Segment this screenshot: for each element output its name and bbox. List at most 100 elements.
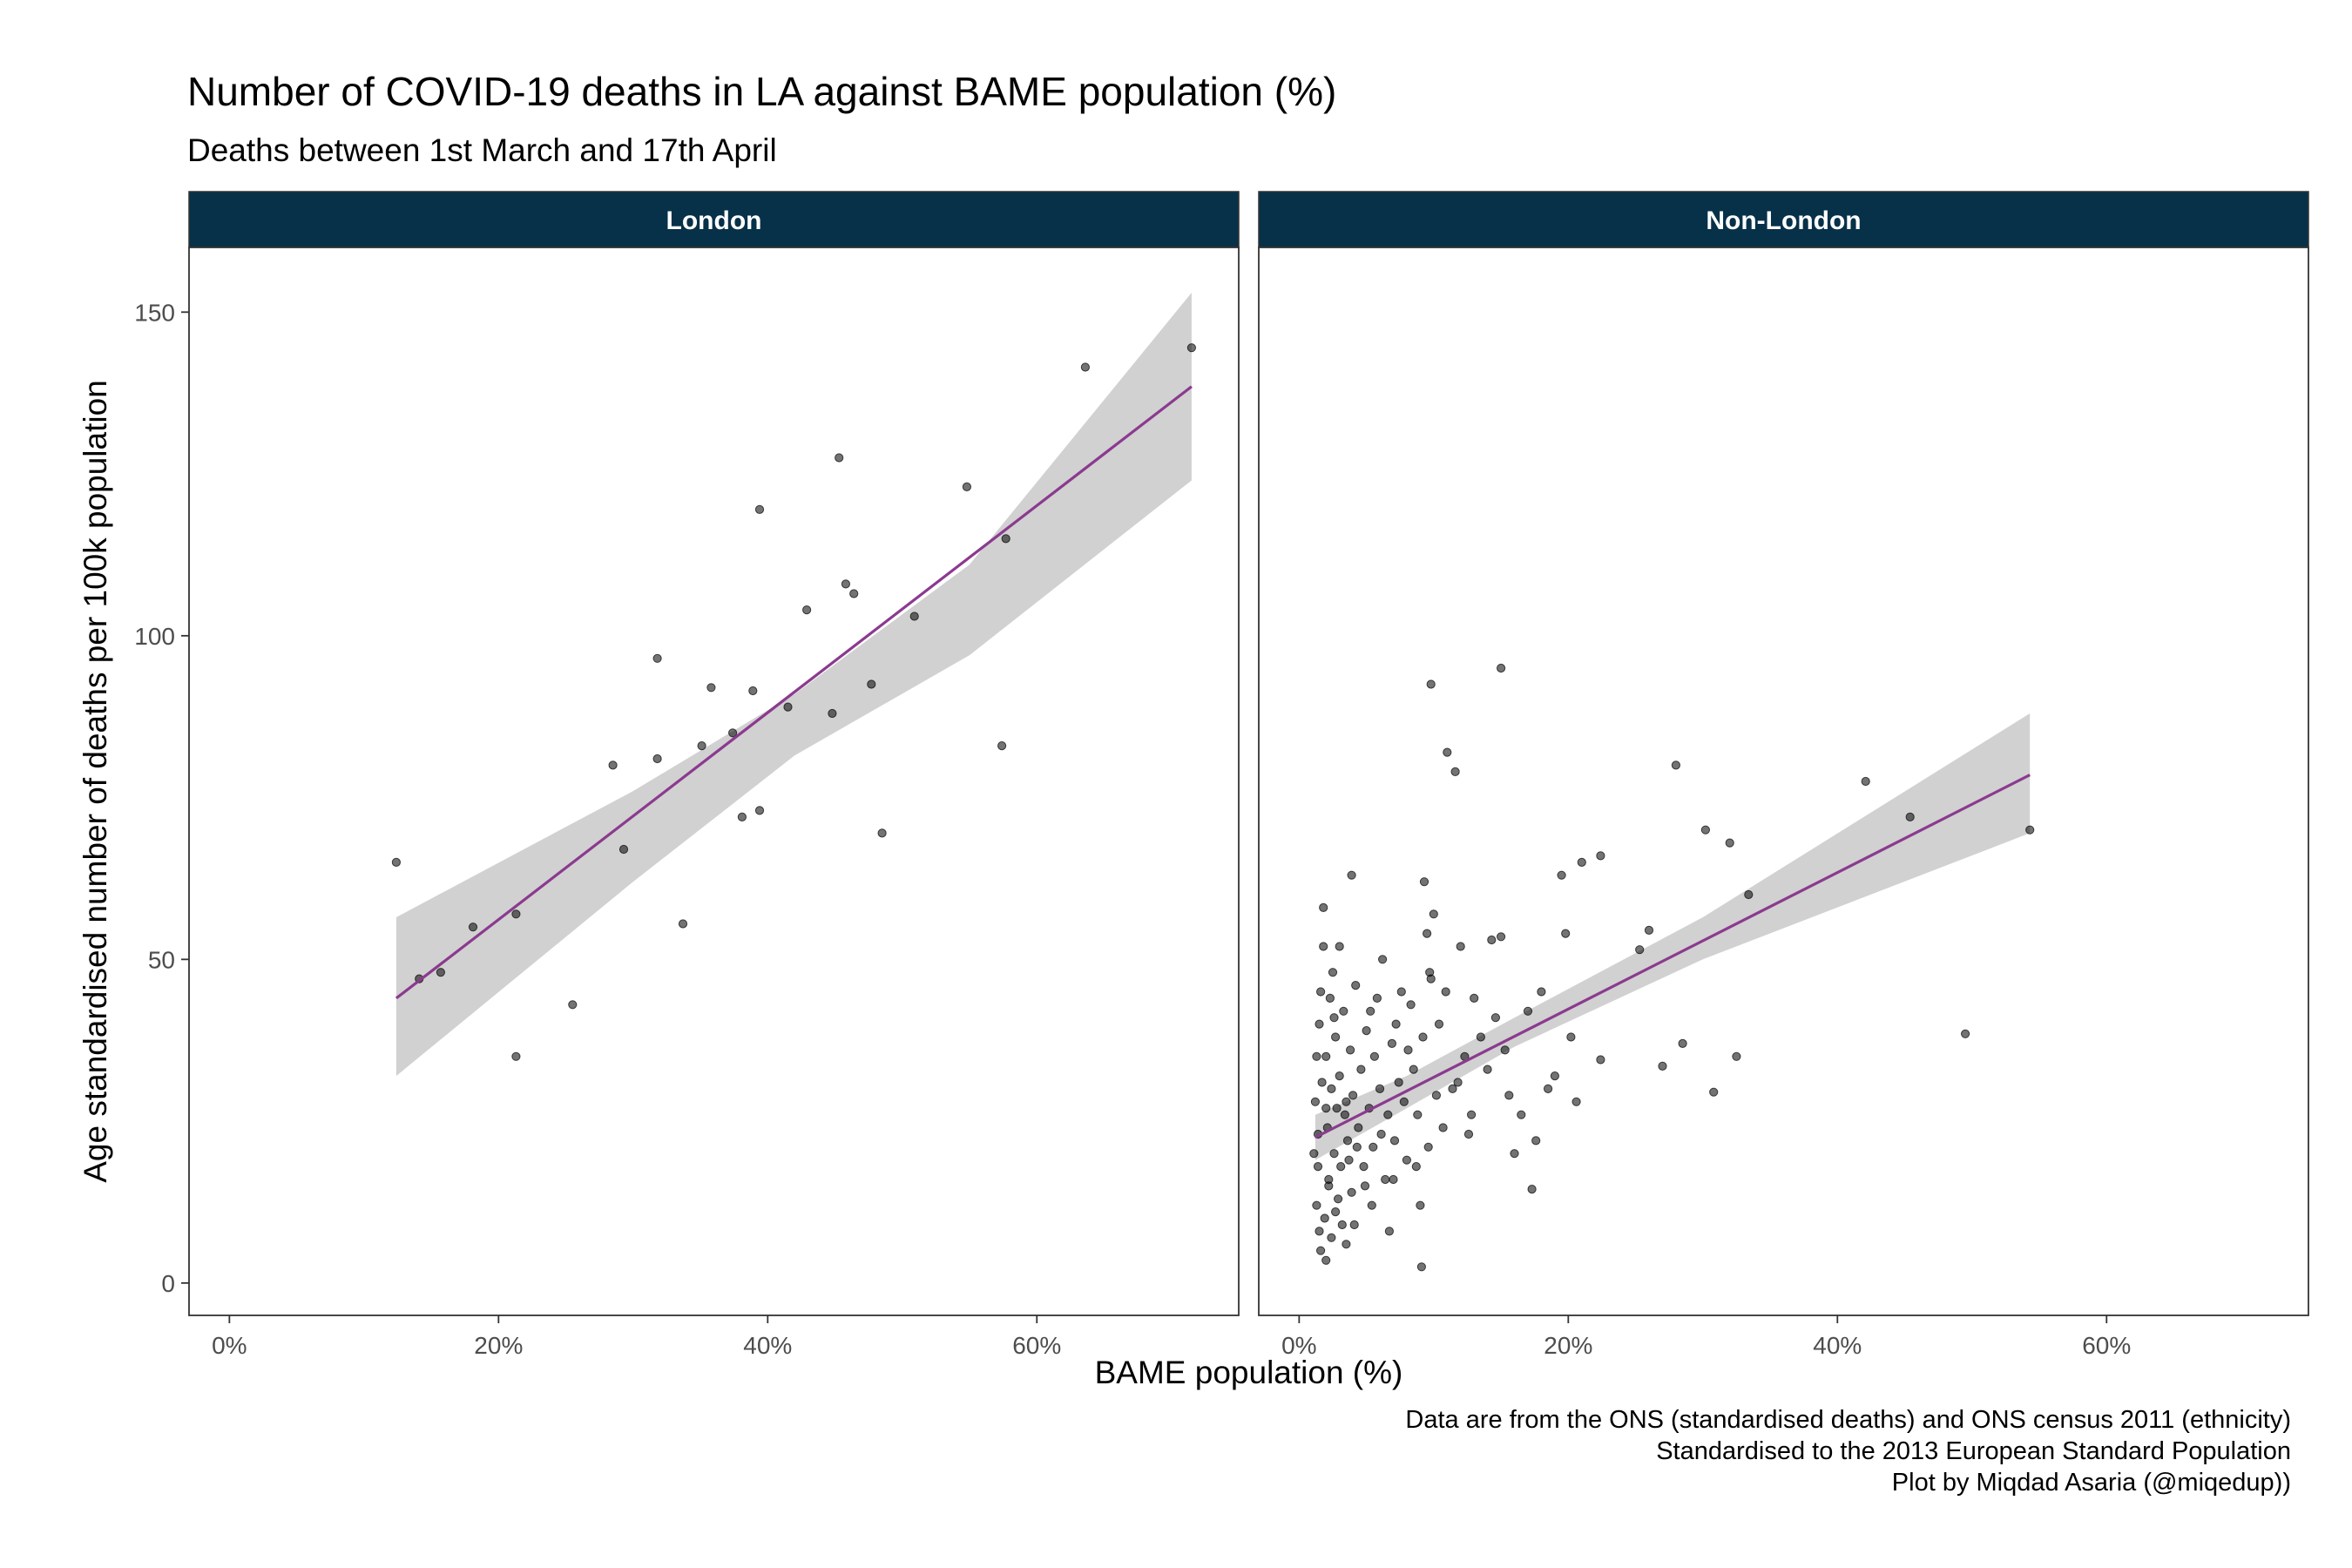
data-point: [802, 605, 812, 615]
data-point: [1347, 870, 1356, 880]
data-point: [568, 1000, 578, 1010]
data-point: [1406, 1000, 1416, 1010]
x-tick-label: 20%: [1544, 1332, 1592, 1359]
data-point: [1394, 1078, 1403, 1087]
data-point: [1372, 993, 1382, 1004]
data-point: [1320, 1213, 1329, 1223]
y-tick-label: 100: [134, 623, 175, 650]
data-point: [1861, 776, 1870, 787]
data-point: [1423, 929, 1432, 938]
data-point: [1325, 993, 1335, 1004]
data-point: [1744, 889, 1754, 900]
facet-label-non-london: Non-London: [1706, 206, 1861, 235]
data-point: [1335, 1071, 1344, 1081]
data-point: [1396, 987, 1406, 997]
data-point: [608, 760, 618, 770]
fit-line-non-london: [1315, 774, 2031, 1139]
panel-background-non-london: [1259, 247, 2308, 1315]
data-point: [1312, 1200, 1321, 1210]
facet-label-london: London: [666, 206, 762, 235]
facet-london: London 0% 20% 40% 60% 0 50 100 150: [134, 191, 1240, 1359]
data-point: [618, 844, 629, 855]
y-tick-label: 150: [134, 299, 175, 326]
y-tick-label: 50: [148, 946, 175, 973]
caption-line-standardisation: Standardised to the 2013 European Standa…: [1656, 1437, 2291, 1465]
data-point: [1378, 955, 1388, 964]
data-point: [1671, 760, 1681, 770]
data-point: [1367, 1200, 1376, 1210]
data-point: [1450, 767, 1460, 777]
data-point: [1310, 1097, 1321, 1106]
data-point: [1725, 838, 1734, 848]
data-point: [1331, 1207, 1341, 1217]
data-point: [1369, 1051, 1380, 1061]
data-point: [1409, 1064, 1418, 1074]
data-point: [1321, 1051, 1331, 1061]
data-point: [1319, 942, 1328, 951]
data-point: [1517, 1110, 1526, 1119]
data-point: [1732, 1051, 1741, 1061]
data-point: [1340, 1110, 1350, 1119]
data-point: [1342, 1136, 1353, 1146]
caption-line-source: Data are from the ONS (standardised deat…: [1405, 1406, 2291, 1434]
data-point: [1402, 1155, 1412, 1165]
data-point: [1315, 1019, 1324, 1029]
data-point: [1329, 1013, 1339, 1023]
data-point: [697, 741, 706, 751]
data-point: [1316, 1246, 1326, 1255]
data-point: [1504, 1091, 1514, 1100]
data-point: [1336, 1162, 1346, 1172]
data-point: [1423, 1142, 1433, 1152]
data-point: [2025, 825, 2035, 835]
data-point: [1381, 1174, 1390, 1185]
data-point: [1315, 1227, 1324, 1236]
data-point: [877, 828, 887, 838]
data-point: [754, 806, 765, 815]
data-point: [997, 741, 1007, 751]
data-point: [1335, 942, 1344, 951]
data-point: [1497, 932, 1506, 942]
data-point: [1510, 1149, 1519, 1159]
data-point: [1399, 1097, 1409, 1106]
data-point: [1312, 1051, 1321, 1061]
data-point: [1566, 1032, 1576, 1042]
data-point: [1961, 1029, 1970, 1038]
data-point: [1448, 1084, 1457, 1094]
data-point: [1346, 1045, 1355, 1055]
data-point: [1383, 1110, 1393, 1119]
data-point: [1359, 1162, 1369, 1172]
data-point: [391, 857, 401, 868]
data-point: [1376, 1129, 1386, 1139]
data-point: [1339, 1006, 1348, 1016]
data-point: [962, 482, 972, 492]
confidence-band-non-london: [1315, 713, 2031, 1160]
data-point: [1332, 1104, 1342, 1113]
data-point: [1470, 993, 1479, 1004]
data-point: [1375, 1084, 1385, 1094]
data-point: [1658, 1061, 1667, 1071]
panel-border-non-london: [1258, 247, 2309, 1316]
data-point: [737, 812, 747, 822]
data-point: [1324, 1174, 1334, 1185]
data-point: [1577, 857, 1586, 868]
data-point: [1356, 1064, 1366, 1074]
data-point: [1467, 1110, 1477, 1119]
x-tick-label: 40%: [743, 1332, 792, 1359]
data-point: [1426, 679, 1436, 689]
x-tick-label: 60%: [1012, 1332, 1061, 1359]
data-point: [1709, 1087, 1719, 1097]
data-point: [1331, 1032, 1341, 1042]
data-point: [1429, 909, 1438, 919]
data-point: [1411, 1162, 1421, 1172]
data-point: [1337, 1220, 1347, 1230]
data-point: [1425, 968, 1435, 977]
data-point: [1186, 343, 1197, 353]
facet-non-london: Non-London 0% 20% 40% 60%: [1258, 191, 2309, 1359]
data-point: [1389, 1174, 1398, 1185]
data-point: [1561, 929, 1571, 938]
data-point: [1321, 1255, 1331, 1265]
data-point: [1497, 663, 1506, 673]
data-point: [1319, 902, 1328, 913]
data-point: [728, 728, 738, 738]
